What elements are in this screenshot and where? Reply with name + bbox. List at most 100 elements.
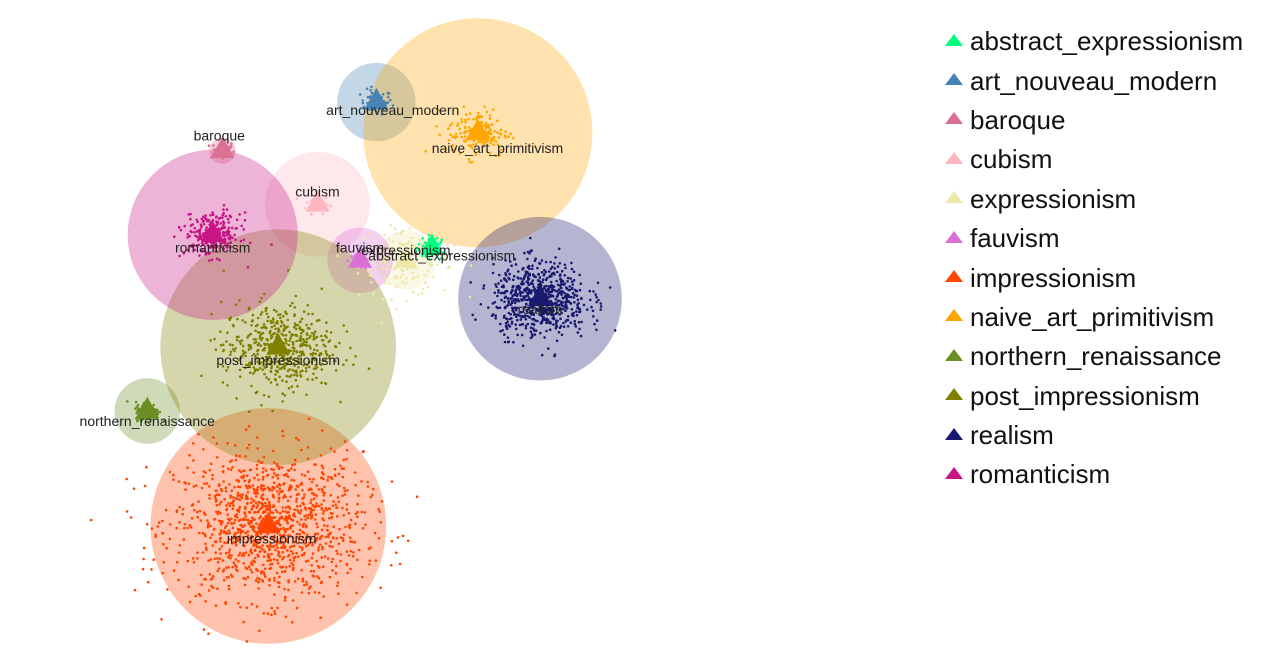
data-point	[233, 533, 236, 537]
data-point	[203, 533, 206, 536]
data-point	[301, 536, 305, 539]
data-point	[291, 599, 295, 602]
data-point	[280, 540, 284, 544]
data-point	[519, 310, 523, 314]
data-point	[559, 284, 562, 288]
data-point	[135, 405, 139, 409]
data-point	[545, 329, 548, 333]
data-point	[549, 274, 552, 277]
data-point	[442, 256, 446, 260]
data-point	[309, 346, 312, 350]
data-point	[515, 306, 519, 310]
data-point	[592, 315, 595, 318]
data-point	[295, 371, 298, 375]
legend-label: naive_art_primitivism	[970, 301, 1215, 332]
data-point	[354, 483, 357, 487]
data-point	[219, 500, 223, 504]
legend-label: abstract_expressionism	[970, 26, 1244, 57]
data-point	[532, 285, 535, 289]
data-point	[188, 234, 191, 238]
data-point	[192, 561, 196, 564]
data-point	[195, 218, 198, 222]
data-point	[224, 552, 228, 555]
data-point	[285, 566, 288, 569]
data-point	[191, 442, 195, 445]
data-point	[554, 327, 558, 330]
data-point	[408, 240, 411, 243]
data-point	[283, 546, 287, 549]
data-point	[237, 602, 240, 605]
data-point	[187, 585, 190, 589]
data-point	[305, 201, 309, 204]
data-point	[298, 350, 302, 354]
data-point	[305, 583, 309, 586]
data-point	[290, 478, 293, 482]
data-point	[161, 519, 164, 523]
data-point	[464, 118, 467, 122]
data-point	[282, 543, 286, 547]
data-point	[517, 299, 521, 303]
data-point	[338, 527, 341, 531]
data-point	[456, 124, 459, 127]
data-point	[554, 312, 558, 316]
data-point	[269, 511, 273, 514]
data-point	[389, 223, 393, 227]
data-point	[410, 236, 414, 240]
data-point	[301, 369, 304, 373]
data-point	[421, 237, 424, 240]
data-point	[400, 280, 404, 283]
data-point	[249, 525, 252, 528]
data-point	[338, 341, 341, 345]
data-point	[326, 524, 329, 528]
data-point	[256, 576, 259, 580]
data-point	[189, 526, 193, 529]
legend-label: expressionism	[970, 183, 1137, 214]
data-point	[231, 236, 234, 239]
data-point	[223, 226, 227, 229]
data-point	[444, 147, 448, 151]
data-point	[570, 261, 573, 265]
data-point	[450, 148, 454, 152]
data-point	[268, 355, 271, 359]
data-point	[385, 267, 388, 270]
data-point	[134, 400, 138, 404]
data-point	[272, 308, 276, 312]
data-point	[241, 344, 245, 348]
data-point	[305, 393, 308, 397]
data-point	[573, 301, 576, 304]
data-point	[435, 236, 439, 240]
data-point	[341, 539, 345, 542]
data-point	[508, 317, 512, 321]
data-point	[579, 282, 583, 286]
data-point	[544, 260, 548, 264]
data-point	[225, 208, 229, 211]
data-point	[401, 229, 405, 232]
data-point	[313, 591, 317, 594]
data-point	[196, 510, 199, 514]
data-point	[261, 517, 265, 521]
data-point	[223, 526, 227, 530]
data-point	[328, 544, 332, 548]
data-point	[224, 215, 227, 218]
centroid-markers	[135, 87, 552, 534]
data-point	[231, 343, 234, 347]
data-point	[196, 557, 199, 560]
data-point	[236, 485, 240, 489]
data-point	[256, 504, 260, 507]
data-point	[196, 515, 199, 519]
data-point	[549, 267, 553, 271]
data-point	[498, 273, 501, 277]
data-point	[487, 130, 491, 133]
data-point	[326, 203, 329, 206]
data-point	[336, 584, 339, 588]
data-point	[232, 150, 235, 153]
data-point	[209, 536, 212, 540]
data-point	[264, 575, 267, 579]
data-point	[200, 217, 204, 221]
data-point	[366, 485, 370, 488]
data-point	[271, 493, 275, 497]
data-point	[426, 218, 430, 222]
data-point	[297, 510, 301, 514]
cluster-label-expressionism: expressionism	[361, 242, 450, 258]
data-point	[286, 362, 290, 365]
